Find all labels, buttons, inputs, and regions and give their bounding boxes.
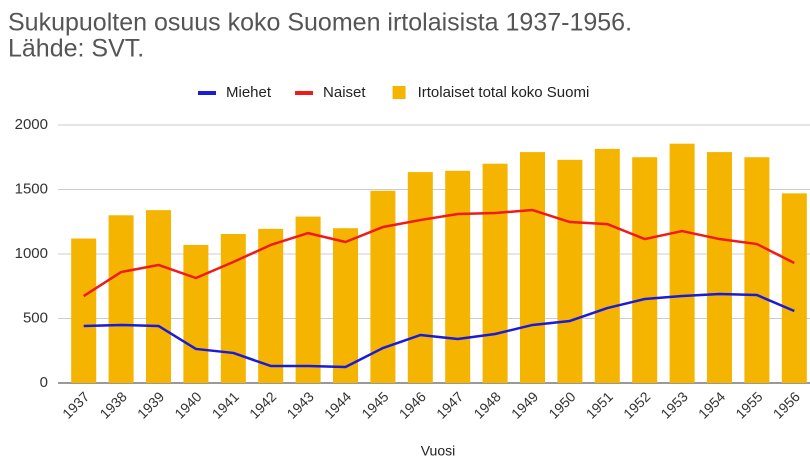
x-tick-label: 1948 xyxy=(470,388,503,421)
legend-label: Irtolaiset total koko Suomi xyxy=(418,84,590,101)
bar xyxy=(407,172,433,383)
bar xyxy=(220,234,246,383)
legend-label: Naiset xyxy=(323,84,366,101)
x-tick-label: 1937 xyxy=(59,388,92,421)
x-tick-label: 1940 xyxy=(171,388,204,421)
x-axis-label: Vuosi xyxy=(421,443,456,459)
y-tick-label: 1500 xyxy=(15,180,48,197)
x-tick-label: 1941 xyxy=(209,388,242,421)
bar xyxy=(482,163,508,383)
x-tick-label: 1938 xyxy=(96,388,129,421)
y-tick-label: 1000 xyxy=(15,245,48,262)
x-tick-label: 1949 xyxy=(508,388,541,421)
bar xyxy=(557,159,583,383)
bar xyxy=(445,170,471,383)
x-tick-label: 1956 xyxy=(770,388,803,421)
x-tick-label: 1955 xyxy=(732,388,765,421)
y-tick-label: 2000 xyxy=(15,116,48,133)
legend-swatch xyxy=(392,86,406,99)
x-tick-label: 1946 xyxy=(396,388,429,421)
bar xyxy=(781,193,807,383)
bar xyxy=(146,210,171,383)
bar xyxy=(295,216,321,383)
bar xyxy=(183,244,209,383)
x-tick-label: 1943 xyxy=(283,388,316,421)
bar xyxy=(632,157,658,383)
x-tick-label: 1952 xyxy=(620,388,653,421)
x-tick-label: 1947 xyxy=(433,388,466,421)
y-tick-label: 500 xyxy=(23,309,48,326)
x-tick-label: 1951 xyxy=(583,388,616,421)
bar xyxy=(707,152,732,383)
chart-title: Lähde: SVT. xyxy=(8,35,144,63)
bar xyxy=(71,238,97,383)
legend-label: Miehet xyxy=(226,84,272,101)
x-tick-label: 1950 xyxy=(545,388,578,421)
x-tick-label: 1954 xyxy=(695,388,728,421)
x-tick-label: 1953 xyxy=(657,388,690,421)
legend-swatch xyxy=(295,91,314,95)
bar xyxy=(108,215,134,383)
bar xyxy=(333,228,358,383)
x-tick-label: 1939 xyxy=(134,388,167,421)
x-tick-label: 1944 xyxy=(321,388,354,421)
legend-swatch xyxy=(198,91,216,95)
bar xyxy=(669,143,695,383)
bar xyxy=(370,190,396,383)
x-tick-label: 1945 xyxy=(358,388,391,421)
bar xyxy=(258,228,284,383)
chart-title: Sukupuolten osuus koko Suomen irtolaisis… xyxy=(8,9,632,37)
bar xyxy=(594,148,620,383)
line xyxy=(83,292,795,369)
line xyxy=(83,208,795,298)
bar xyxy=(520,152,545,383)
x-tick-label: 1942 xyxy=(246,388,279,421)
bar xyxy=(744,157,770,383)
y-tick-label: 0 xyxy=(40,374,48,391)
